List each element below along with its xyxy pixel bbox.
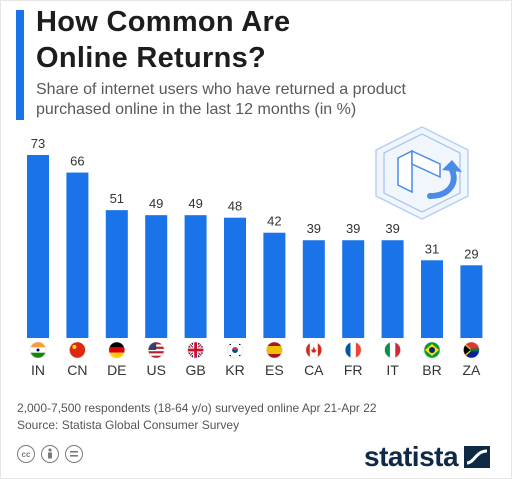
value-label-it: 39 <box>385 221 399 236</box>
flag-in-icon <box>29 341 47 359</box>
subtitle-line-1: Share of internet users who have returne… <box>36 81 406 98</box>
category-label-ca: CA <box>304 362 324 378</box>
bar-it <box>381 240 404 338</box>
flag-us-icon <box>147 341 165 359</box>
creative-commons-icon[interactable]: cc <box>17 445 35 463</box>
statista-mark-icon <box>464 446 491 468</box>
flag-it-icon <box>384 341 401 359</box>
bar-za <box>460 265 483 338</box>
value-label-gb: 49 <box>188 196 202 211</box>
bar-cn <box>66 172 89 338</box>
category-label-in: IN <box>31 362 45 378</box>
attribution-icon[interactable] <box>41 445 59 463</box>
value-label-us: 49 <box>149 196 163 211</box>
value-label-cn: 66 <box>70 154 84 169</box>
return-box-icon <box>375 126 469 220</box>
flag-br-icon <box>423 341 441 359</box>
statista-logo[interactable]: statista <box>364 441 491 472</box>
category-label-us: US <box>146 362 165 378</box>
title-accent-bar <box>16 10 24 120</box>
brand-name: statista <box>364 441 459 472</box>
flag-de-icon <box>108 341 126 359</box>
flag-fr-icon <box>344 341 362 359</box>
category-label-es: ES <box>265 362 284 378</box>
value-label-es: 42 <box>267 214 281 229</box>
flag-kr-icon <box>226 341 244 359</box>
value-label-ca: 39 <box>307 221 321 236</box>
value-label-br: 31 <box>425 241 439 256</box>
survey-note: 2,000-7,500 respondents (18-64 y/o) surv… <box>17 401 377 415</box>
value-label-de: 51 <box>110 191 124 206</box>
bar-in <box>27 155 49 338</box>
category-label-kr: KR <box>225 362 244 378</box>
value-label-za: 29 <box>464 246 478 261</box>
flag-za-icon <box>463 341 480 359</box>
no-derivatives-icon[interactable] <box>65 445 83 463</box>
flag-ca-icon <box>305 341 323 359</box>
category-label-it: IT <box>386 362 399 378</box>
chart-notes: 2,000-7,500 respondents (18-64 y/o) surv… <box>17 400 377 434</box>
category-label-za: ZA <box>462 362 481 378</box>
flag-gb-icon <box>187 341 204 359</box>
license-icons: cc <box>17 445 83 463</box>
category-label-cn: CN <box>67 362 87 378</box>
category-label-fr: FR <box>344 362 363 378</box>
value-label-kr: 48 <box>228 199 242 214</box>
bar-chart: 73 66 51 49 49 48 42 39 39 39 31 29 IN CN DE US GB KR ES C… <box>27 126 483 378</box>
chart-title: How Common Are Online Returns? <box>36 4 476 76</box>
category-label-br: BR <box>422 362 441 378</box>
category-label-gb: GB <box>185 362 205 378</box>
source-note: Source: Statista Global Consumer Survey <box>17 418 240 432</box>
subtitle-line-2: purchased online in the last 12 months (… <box>36 101 357 118</box>
chart-subtitle: Share of internet users who have returne… <box>36 80 496 120</box>
value-label-fr: 39 <box>346 221 360 236</box>
bar-us <box>145 215 168 338</box>
bar-fr <box>342 240 365 338</box>
flag-es-icon <box>266 341 283 359</box>
bar-de <box>105 210 128 338</box>
value-label-in: 73 <box>31 136 45 151</box>
category-label-de: DE <box>107 362 126 378</box>
flag-cn-icon <box>69 341 86 359</box>
bar-br <box>421 260 443 338</box>
bar-ca <box>302 240 325 338</box>
title-line-1: How Common Are <box>36 6 291 38</box>
bar-es <box>263 232 286 338</box>
bar-gb <box>184 215 207 338</box>
bar-kr <box>224 217 246 338</box>
title-line-2: Online Returns? <box>36 42 267 74</box>
